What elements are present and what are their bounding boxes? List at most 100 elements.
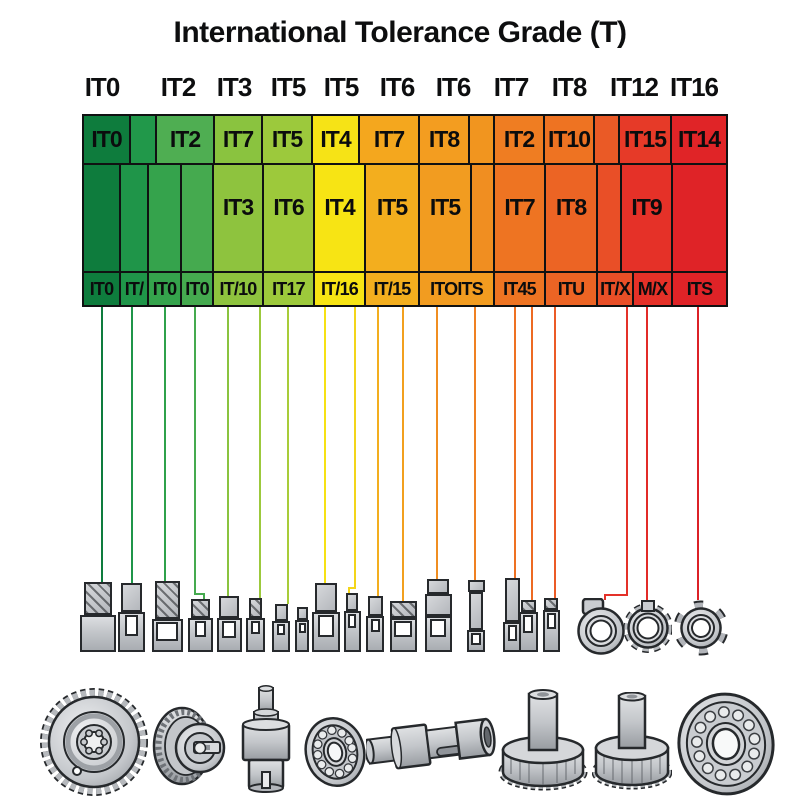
fit-part-cap: [467, 580, 485, 592]
bar-cell-label: IT5: [376, 193, 408, 220]
bar-cell-its: ITS: [673, 273, 726, 305]
bar-cell-it2: IT2: [157, 116, 215, 163]
leader-line-segment: [348, 587, 356, 589]
bar-cell-it5: IT5: [263, 116, 313, 163]
bar-cell-label: IT0: [185, 278, 209, 299]
grade-label: IT5: [323, 72, 360, 102]
bar-cell-it2: IT2: [495, 116, 545, 163]
fit-part-bore-hole: [370, 619, 380, 632]
fit-part-pin: [469, 592, 483, 630]
fit-part-pin: [315, 583, 337, 612]
fit-part-housing: [272, 621, 290, 652]
bar-cell-label: IT7: [373, 126, 405, 152]
fit-part-pin: [120, 583, 142, 612]
fit-part-bore-hole: [222, 621, 236, 638]
leader-line-segment: [101, 307, 103, 582]
bar-row-1: IT0 IT2 IT7 IT5 IT4 IT7 IT8 IT2 IT10 IT15 IT14: [84, 116, 726, 163]
pinion-gear-icon: [498, 689, 588, 791]
spur-gear-icon: [40, 688, 148, 796]
bar-cell-blank: [182, 165, 214, 271]
leader-line-segment: [514, 307, 516, 578]
bar-cell-it0: IT0: [84, 116, 131, 163]
ball-bearing-icon: [304, 717, 366, 787]
bar-cell-blank: [470, 116, 495, 163]
fit-part-bore-hole: [250, 621, 260, 634]
bar-cell-it0: IT0: [149, 273, 182, 305]
fit-part-pin: [190, 599, 210, 618]
leader-line-segment: [194, 307, 196, 593]
bar-cell-it10: IT/10: [214, 273, 264, 305]
bar-cell-it10: IT10: [545, 116, 595, 163]
bar-cell-it17: IT17: [264, 273, 315, 305]
fit-part-pin: [424, 594, 452, 616]
leader-line-segment: [324, 307, 326, 583]
fit-part-bore-hole: [523, 615, 533, 633]
leader-line-segment: [164, 307, 166, 581]
grade-label: IT7: [493, 72, 530, 102]
fit-part-pin: [154, 581, 180, 619]
bar-cell-label: IT15: [623, 126, 667, 152]
leader-line-segment: [348, 587, 350, 593]
bar-cell-label: ITS: [686, 278, 713, 299]
fit-part-bore-hole: [156, 622, 178, 641]
bar-cell-it5: IT5: [366, 165, 420, 271]
bar-cell-itx: IT/X: [598, 273, 634, 305]
fit-part-bore-hole: [194, 621, 206, 637]
bar-cell-it8: IT8: [546, 165, 598, 271]
leader-line-segment: [377, 307, 379, 596]
grade-label: IT0: [84, 72, 121, 102]
fit-part-pin: [544, 598, 558, 610]
leader-line-segment: [436, 307, 438, 579]
fit-part-bore-hole: [348, 614, 356, 628]
fit-part-bore-hole: [546, 613, 556, 629]
grade-label: IT8: [551, 72, 588, 102]
bar-cell-label: IT8: [428, 126, 460, 152]
fit-part-pin: [504, 578, 520, 622]
leader-line-segment: [194, 593, 205, 595]
grade-label: IT5: [270, 72, 307, 102]
tolerance-bar: IT0 IT2 IT7 IT5 IT4 IT7 IT8 IT2 IT10 IT15 IT14 IT3 I…: [82, 114, 728, 307]
stepped-shaft-icon: [366, 717, 496, 770]
fit-part-bore-hole: [430, 619, 446, 637]
fit-part-bore-hole: [507, 625, 517, 641]
bar-cell-label: IT2: [169, 126, 201, 152]
bar-cell-label: IT4: [320, 126, 351, 152]
fit-part-bore-hole: [277, 624, 285, 635]
fit-part-bore-hole: [394, 621, 412, 637]
fit-part-pin: [84, 582, 112, 615]
bar-cell-label: IT6: [273, 193, 304, 220]
leader-line-segment: [131, 307, 133, 583]
leader-line-segment: [554, 307, 556, 598]
leader-line-segment: [697, 307, 699, 600]
bar-cell-it7: IT7: [495, 165, 546, 271]
bar-cell-it3: IT3: [214, 165, 264, 271]
bar-cell-blank: [131, 116, 157, 163]
bar-cell-label: IT3: [222, 193, 254, 220]
bar-row-3: IT0 IT/IT0 IT0 IT/10 IT17 IT/16 IT/15 ITOITS IT4…: [84, 271, 726, 305]
bar-cell-itu: ITU: [546, 273, 598, 305]
bar-cell-label: IT7: [222, 126, 254, 152]
bar-cell-blank: [84, 165, 121, 271]
bar-cell-label: IT9: [631, 193, 662, 220]
grade-label: IT3: [216, 72, 253, 102]
leader-line-segment: [227, 307, 229, 596]
bar-cell-label: IT45: [503, 278, 537, 299]
scalloped-ring-icon: [624, 600, 672, 653]
bar-cell-it4: IT4: [313, 116, 360, 163]
bar-cell-label: IT2: [503, 126, 535, 152]
bar-cell-it7: IT7: [215, 116, 263, 163]
bar-cell-it14: IT14: [672, 116, 726, 163]
fit-part-bore-hole: [471, 633, 481, 645]
bar-cell-mx: M/X: [634, 273, 673, 305]
stepped-roller-shaft-icon: [241, 684, 291, 793]
tapered-roller-bearing-icon: [152, 706, 226, 786]
bar-cell-label: IT/10: [219, 278, 257, 299]
deep-groove-ball-bearing-icon: [677, 692, 775, 796]
fit-part-pin: [367, 596, 383, 616]
fit-part-pin: [520, 600, 536, 612]
bar-cell-blank: [149, 165, 182, 271]
bar-cell-label: IT7: [504, 193, 535, 220]
bar-cell-label: IT/16: [320, 278, 359, 299]
fit-part-pin: [389, 601, 417, 618]
bar-cell-it9: IT9: [622, 165, 673, 271]
